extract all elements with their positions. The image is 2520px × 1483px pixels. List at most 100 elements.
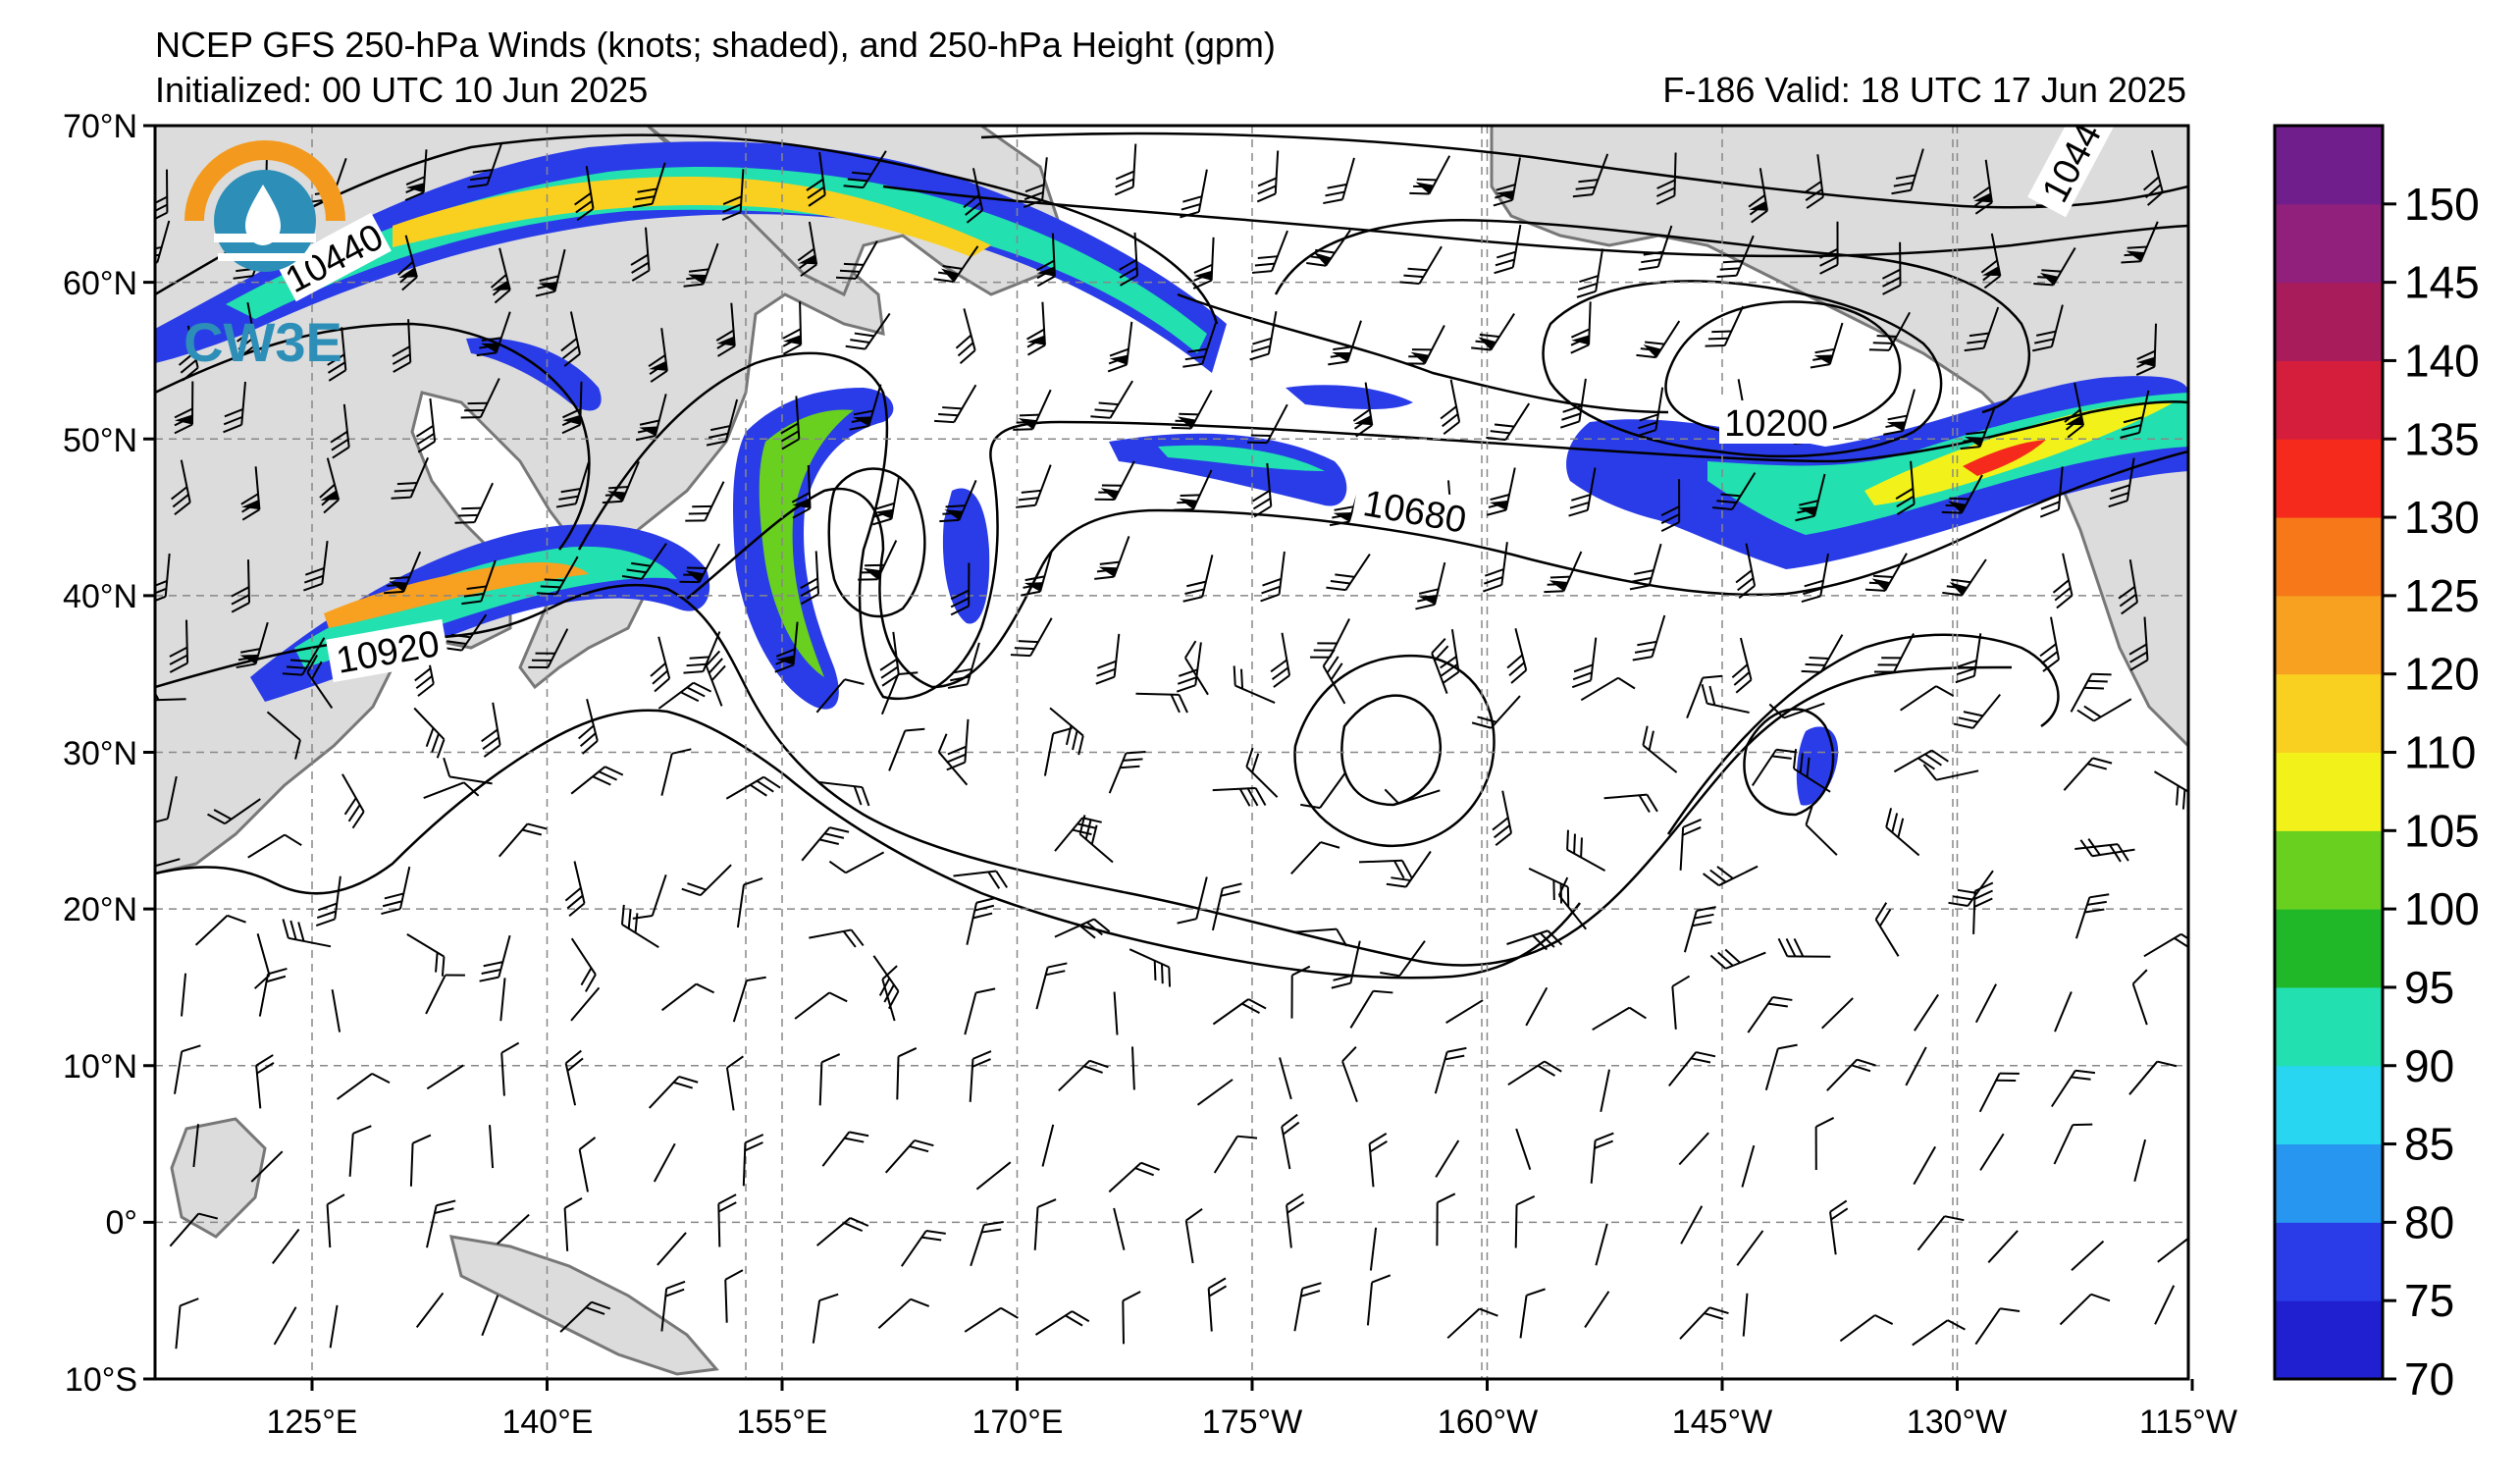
wind-barb bbox=[282, 637, 326, 676]
wind-barb bbox=[1090, 380, 1133, 419]
valid-time: F-186 Valid: 18 UTC 17 Jun 2025 bbox=[1662, 70, 2186, 110]
colorbar-tick-label: 135 bbox=[2404, 413, 2480, 464]
jet-stream-west-core bbox=[324, 562, 589, 628]
colorbar-swatch bbox=[2275, 360, 2383, 440]
wind-barb bbox=[1252, 462, 1273, 518]
wind-barb bbox=[1113, 991, 1119, 1035]
wind-barb bbox=[818, 781, 870, 807]
wind-barb bbox=[1211, 882, 1242, 931]
height-contour-subtropical bbox=[155, 709, 1581, 980]
wind-barb bbox=[315, 875, 341, 927]
wind-barb bbox=[273, 1306, 297, 1346]
wind-barb bbox=[742, 1134, 764, 1187]
wind-barb bbox=[879, 631, 900, 687]
wind-barb bbox=[1568, 467, 1597, 517]
wind-barb bbox=[397, 235, 418, 291]
wind-barb bbox=[413, 707, 446, 759]
wind-barb bbox=[1331, 940, 1361, 989]
wind-barb bbox=[2064, 382, 2085, 439]
wind-barb bbox=[303, 540, 329, 592]
wind-barb bbox=[555, 461, 590, 508]
colorbar-tick-label: 85 bbox=[2404, 1119, 2454, 1170]
wind-barb bbox=[1435, 1139, 1460, 1178]
wind-barb bbox=[2128, 616, 2149, 671]
wind-barb bbox=[2071, 1240, 2105, 1272]
wind-barb bbox=[715, 302, 736, 357]
wind-barb bbox=[970, 1220, 1004, 1267]
wind-barb bbox=[2153, 770, 2188, 810]
wind-barb bbox=[1544, 551, 1583, 594]
colorbar-swatch bbox=[2275, 673, 2383, 753]
wind-barb bbox=[578, 698, 599, 755]
wind-barb bbox=[1912, 1319, 1966, 1347]
lat-label: 60°N bbox=[63, 265, 137, 302]
lon-label: 175°W bbox=[1202, 1404, 1302, 1441]
wind-barb bbox=[1660, 479, 1681, 533]
height-contour-arctic-3 bbox=[1177, 292, 1669, 414]
wind-barb bbox=[791, 464, 812, 519]
height-contour-trough-low bbox=[827, 467, 926, 618]
wind-barb bbox=[653, 1142, 676, 1183]
wind-barb bbox=[815, 1217, 869, 1246]
wind-barb bbox=[1386, 850, 1432, 888]
wind-barb bbox=[657, 681, 712, 710]
wind-barb bbox=[1286, 1193, 1305, 1248]
wind-barb bbox=[1972, 159, 1993, 215]
wind-barb bbox=[155, 858, 181, 873]
wind-barb bbox=[175, 1298, 199, 1350]
wind-barb bbox=[1036, 233, 1056, 288]
wind-barb bbox=[1964, 306, 2000, 352]
wind-barb bbox=[564, 861, 586, 917]
wind-barb bbox=[1415, 561, 1446, 610]
wind-barb bbox=[946, 718, 970, 771]
wind-barb bbox=[2079, 838, 2135, 858]
wind-barb bbox=[1023, 157, 1048, 209]
wind-barb bbox=[648, 1075, 699, 1109]
wind-barb bbox=[155, 169, 169, 223]
wind-barb bbox=[955, 308, 976, 364]
wind-barb bbox=[528, 628, 569, 668]
wind-barb bbox=[800, 551, 820, 606]
wind-barb bbox=[207, 798, 261, 825]
wind-barb bbox=[1557, 876, 1587, 930]
wind-barb bbox=[2154, 1285, 2176, 1325]
colorbar-swatch bbox=[2275, 1222, 2383, 1301]
wind-barb bbox=[1434, 1046, 1467, 1094]
wind-barb bbox=[1399, 245, 1443, 285]
wind-barb bbox=[782, 301, 803, 355]
wind-barb bbox=[900, 1230, 946, 1267]
wind-barb bbox=[255, 1054, 275, 1109]
colorbar-tick-label: 120 bbox=[2404, 649, 2480, 700]
wind-barb bbox=[1192, 237, 1215, 290]
wind-barb bbox=[1494, 224, 1522, 275]
colorbar-tick-label: 80 bbox=[2404, 1196, 2454, 1247]
wind-barb bbox=[1366, 1274, 1391, 1326]
colorbar-tick-label: 130 bbox=[2404, 492, 2480, 543]
jet-stream-central-core bbox=[1158, 445, 1325, 471]
wind-barb bbox=[1874, 902, 1900, 957]
wind-barb bbox=[1792, 749, 1831, 793]
wind-barb bbox=[632, 162, 666, 208]
wind-barb bbox=[1409, 155, 1451, 195]
jet-stream-east-max bbox=[1963, 440, 2046, 476]
wind-barb bbox=[1013, 389, 1052, 431]
wind-barb bbox=[1182, 322, 1217, 368]
wind-barb bbox=[1440, 379, 1461, 435]
wind-barb bbox=[1293, 1282, 1322, 1332]
height-contour-10440 bbox=[155, 133, 1219, 325]
wind-barb bbox=[1358, 859, 1413, 879]
colorbar-tick-label: 140 bbox=[2404, 335, 2480, 386]
colorbar-swatch bbox=[2275, 439, 2383, 518]
wind-barb bbox=[1176, 642, 1202, 693]
wind-barb bbox=[1751, 748, 1797, 786]
wind-barb bbox=[306, 655, 334, 709]
wind-barb bbox=[1245, 747, 1279, 798]
wind-barb bbox=[499, 978, 506, 1022]
height-contour-sub-ridge bbox=[1666, 633, 2060, 835]
wind-barb bbox=[1486, 402, 1531, 442]
jet-stream-pacific-segment bbox=[1286, 385, 1413, 409]
wind-barb bbox=[1207, 1277, 1228, 1332]
wind-barb bbox=[1839, 1314, 1894, 1343]
wind-barb bbox=[1471, 695, 1521, 729]
wind-barb bbox=[1580, 676, 1636, 702]
